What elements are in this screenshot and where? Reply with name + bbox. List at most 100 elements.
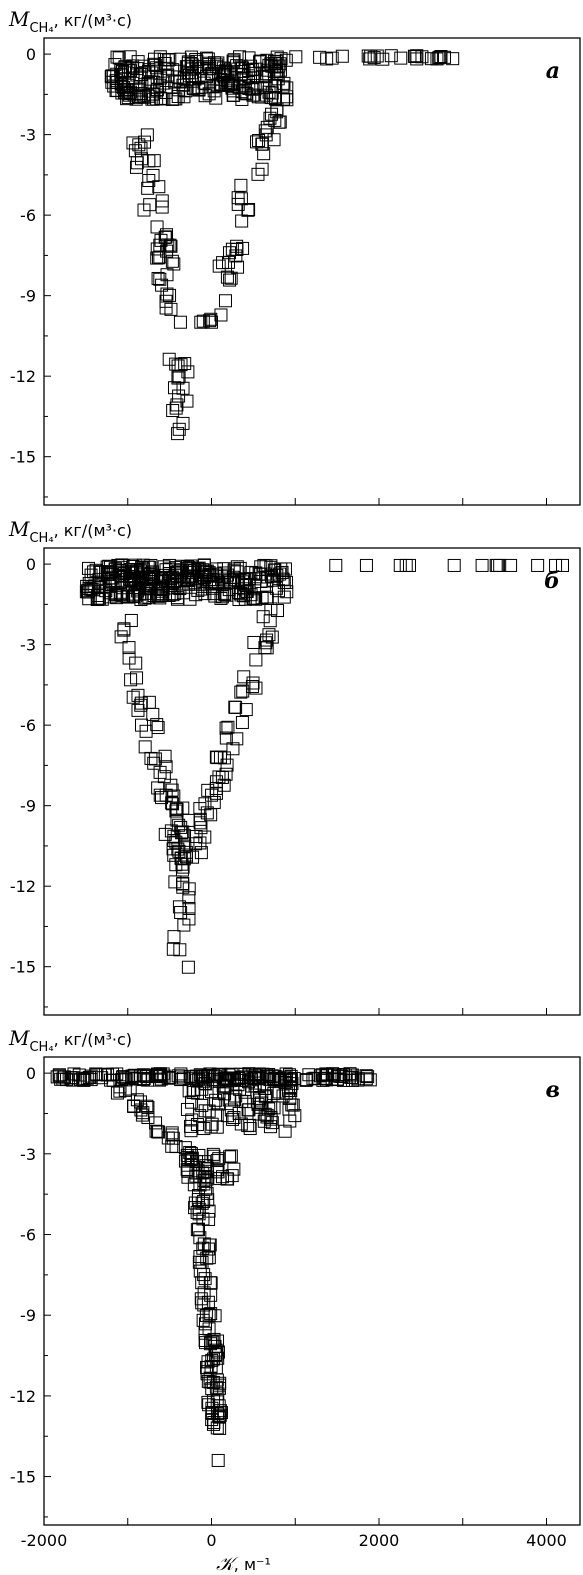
data-point (181, 813, 195, 827)
data-point (257, 147, 271, 161)
data-point (167, 829, 181, 843)
data-point (202, 1251, 216, 1265)
data-points (79, 558, 569, 974)
data-point (159, 230, 173, 244)
data-point (135, 59, 149, 73)
data-point (364, 49, 378, 63)
data-point (280, 93, 294, 107)
data-point (182, 901, 196, 915)
data-point (216, 577, 230, 591)
data-point (194, 846, 208, 860)
data-point (207, 1332, 221, 1346)
data-point (188, 1196, 202, 1210)
data-point (315, 1068, 329, 1082)
data-point (220, 1172, 234, 1186)
data-point (235, 92, 249, 106)
panel-3: 0 -3 -6 -9 -12 -15 -2000 0 2000 4000 MCH₄, кг/(м³·… (8, 1026, 581, 1575)
data-point (171, 427, 185, 441)
data-point (176, 860, 190, 874)
y-tick-label: 0 (26, 555, 36, 574)
data-point (286, 1098, 300, 1112)
data-point (201, 1395, 215, 1409)
data-point (230, 560, 244, 574)
data-point (219, 731, 233, 745)
data-point (213, 1404, 227, 1418)
y-tick-label: -3 (20, 636, 36, 655)
data-point (217, 751, 231, 765)
data-point (131, 688, 145, 702)
data-point (201, 783, 215, 797)
data-point (57, 1070, 71, 1084)
data-point (184, 56, 198, 70)
data-point (367, 51, 381, 65)
data-point (207, 579, 221, 593)
data-point (153, 50, 167, 64)
data-point (110, 591, 124, 605)
data-point (208, 589, 222, 603)
data-point (265, 1116, 279, 1130)
data-point (196, 1166, 210, 1180)
data-point (169, 804, 183, 818)
data-point (169, 858, 183, 872)
data-point (144, 751, 158, 765)
data-point (151, 251, 165, 265)
data-point (204, 1288, 218, 1302)
data-point (121, 91, 135, 105)
data-point (253, 567, 267, 581)
data-point (283, 1073, 297, 1087)
data-point (258, 124, 272, 138)
data-point (169, 1140, 183, 1154)
data-point (219, 767, 233, 781)
data-point (80, 579, 94, 593)
data-point (231, 197, 245, 211)
data-point (277, 590, 291, 604)
data-point (198, 1272, 212, 1286)
data-point (140, 128, 154, 142)
data-point (267, 1101, 281, 1115)
data-point (189, 577, 203, 591)
panel-letter: а (546, 58, 560, 84)
data-point (124, 64, 138, 78)
data-point (205, 315, 218, 329)
data-point (275, 565, 289, 579)
data-point (201, 52, 215, 66)
data-point (217, 566, 231, 580)
data-point (145, 66, 159, 80)
data-point (252, 134, 266, 148)
data-point (225, 81, 239, 95)
data-point (134, 698, 148, 712)
data-point (198, 1317, 212, 1331)
data-point (160, 228, 174, 242)
data-point (234, 67, 248, 81)
data-point (209, 775, 223, 789)
data-point (226, 742, 240, 756)
data-point (218, 294, 232, 308)
data-point (141, 181, 155, 195)
data-point (149, 61, 163, 75)
data-point (149, 1124, 163, 1138)
data-point (80, 1071, 94, 1085)
data-point (230, 732, 244, 746)
data-points (104, 49, 460, 441)
data-point (164, 302, 178, 316)
data-point (176, 416, 190, 430)
data-point (173, 563, 187, 577)
data-point (264, 602, 278, 616)
data-point (198, 830, 212, 844)
data-point (130, 156, 144, 170)
data-point (475, 558, 489, 572)
data-point (204, 67, 218, 81)
data-point (176, 801, 190, 815)
data-point (153, 765, 167, 779)
data-point (114, 585, 128, 599)
data-point (223, 273, 237, 287)
data-point (148, 752, 162, 766)
plot-frame (43, 37, 581, 506)
data-point (174, 820, 188, 834)
data-point (238, 1067, 252, 1081)
data-point (136, 1073, 150, 1087)
data-point (168, 75, 182, 89)
data-point (126, 71, 140, 85)
y-axis-label: MCH₄, кг/(м³·с) (8, 1026, 132, 1055)
